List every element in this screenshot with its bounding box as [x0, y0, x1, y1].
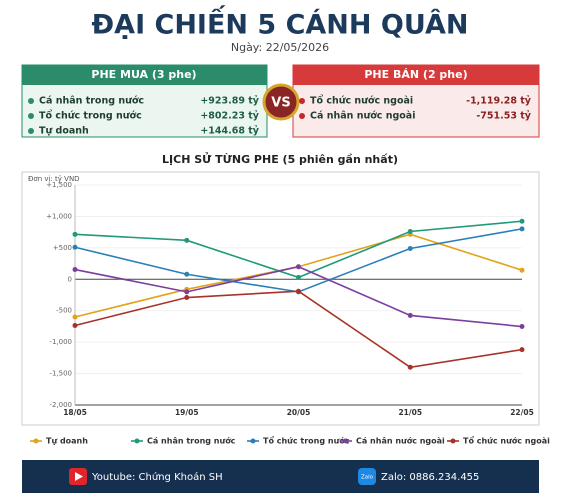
y-tick-label: +1,000: [46, 212, 72, 220]
point: [519, 347, 525, 353]
point: [407, 364, 413, 370]
point: [184, 295, 190, 301]
point: [72, 231, 78, 237]
x-tick-label: 20/05: [287, 408, 311, 417]
row-dot: [28, 98, 34, 104]
row-label: Tự doanh: [39, 126, 89, 137]
row-value: -751.53 tỷ: [476, 111, 531, 122]
y-tick-label: 0: [68, 275, 72, 283]
date: Ngày: 22/05/2026: [231, 41, 329, 54]
legend-label: Tự doanh: [46, 437, 88, 446]
legend-label: Cá nhân nước ngoài: [356, 436, 445, 446]
point: [184, 237, 190, 243]
buy-title: PHE MUA (3 phe): [91, 68, 196, 81]
vs-badge: [262, 83, 300, 121]
zalo-text[interactable]: Zalo: 0886.234.455: [381, 472, 479, 483]
y-tick-label: +1,500: [46, 181, 72, 189]
chart-frame: [21, 171, 540, 426]
row-value: +802.23 tỷ: [200, 111, 259, 122]
x-tick-label: 19/05: [175, 408, 199, 417]
row-dot: [299, 98, 305, 104]
row-dot: [28, 128, 34, 134]
row-dot: [299, 113, 305, 119]
point: [184, 289, 190, 295]
legend-label: Tổ chức nước ngoài: [463, 435, 550, 446]
point: [72, 244, 78, 250]
point: [407, 229, 413, 235]
row-label: Tổ chức nước ngoài: [310, 95, 413, 107]
legend-label: Cá nhân trong nước: [147, 436, 236, 446]
row-label: Cá nhân nước ngoài: [310, 111, 415, 122]
y-tick-label: -500: [56, 307, 72, 315]
point: [72, 267, 78, 273]
point: [519, 267, 525, 273]
point: [407, 312, 413, 318]
point: [296, 288, 301, 294]
youtube-play: [75, 472, 83, 481]
point: [519, 218, 525, 224]
row-label: Cá nhân trong nước: [39, 96, 144, 107]
legend-label: Tổ chức trong nước: [263, 435, 350, 446]
x-tick-label: 22/05: [510, 408, 534, 417]
point: [296, 264, 301, 270]
point: [72, 322, 78, 328]
y-tick-label: -1,500: [49, 370, 72, 378]
sell-title: PHE BÁN (2 phe): [364, 68, 467, 81]
point: [296, 274, 301, 280]
x-tick-label: 18/05: [63, 408, 87, 417]
y-tick-label: -1,000: [49, 338, 72, 346]
chart-title: LỊCH SỬ TỪNG PHE (5 phiên gần nhất): [162, 152, 398, 166]
row-value: +144.68 tỷ: [200, 126, 259, 137]
point: [72, 314, 78, 320]
row-dot: [28, 113, 34, 119]
point: [407, 245, 413, 251]
point: [519, 324, 525, 330]
zalo-icon: [358, 468, 376, 485]
point: [184, 271, 190, 277]
legend-dot: [134, 438, 140, 444]
y-tick-label: +500: [53, 244, 72, 252]
unit-label: Đơn vị: tỷ VND: [28, 174, 80, 183]
legend-dot: [450, 438, 456, 444]
row-label: Tổ chức trong nước: [39, 110, 142, 122]
row-value: -1,119.28 tỷ: [466, 96, 532, 107]
footer-bar: [22, 460, 539, 493]
legend-dot: [343, 438, 349, 444]
youtube-text[interactable]: Youtube: Chứng Khoán SH: [91, 471, 223, 483]
row-value: +923.89 tỷ: [200, 96, 259, 107]
legend-dot: [33, 438, 39, 444]
point: [519, 226, 525, 232]
vs-text: VS: [271, 96, 290, 111]
zalo-icon-text: Zalo: [361, 475, 374, 481]
x-tick-label: 21/05: [398, 408, 422, 417]
sell-header: [293, 65, 539, 85]
title: ĐẠI CHIẾN 5 CÁNH QUÂN: [92, 6, 469, 41]
buy-header: [22, 65, 267, 85]
y-tick-label: -2,000: [49, 401, 72, 409]
legend-dot: [250, 438, 256, 444]
